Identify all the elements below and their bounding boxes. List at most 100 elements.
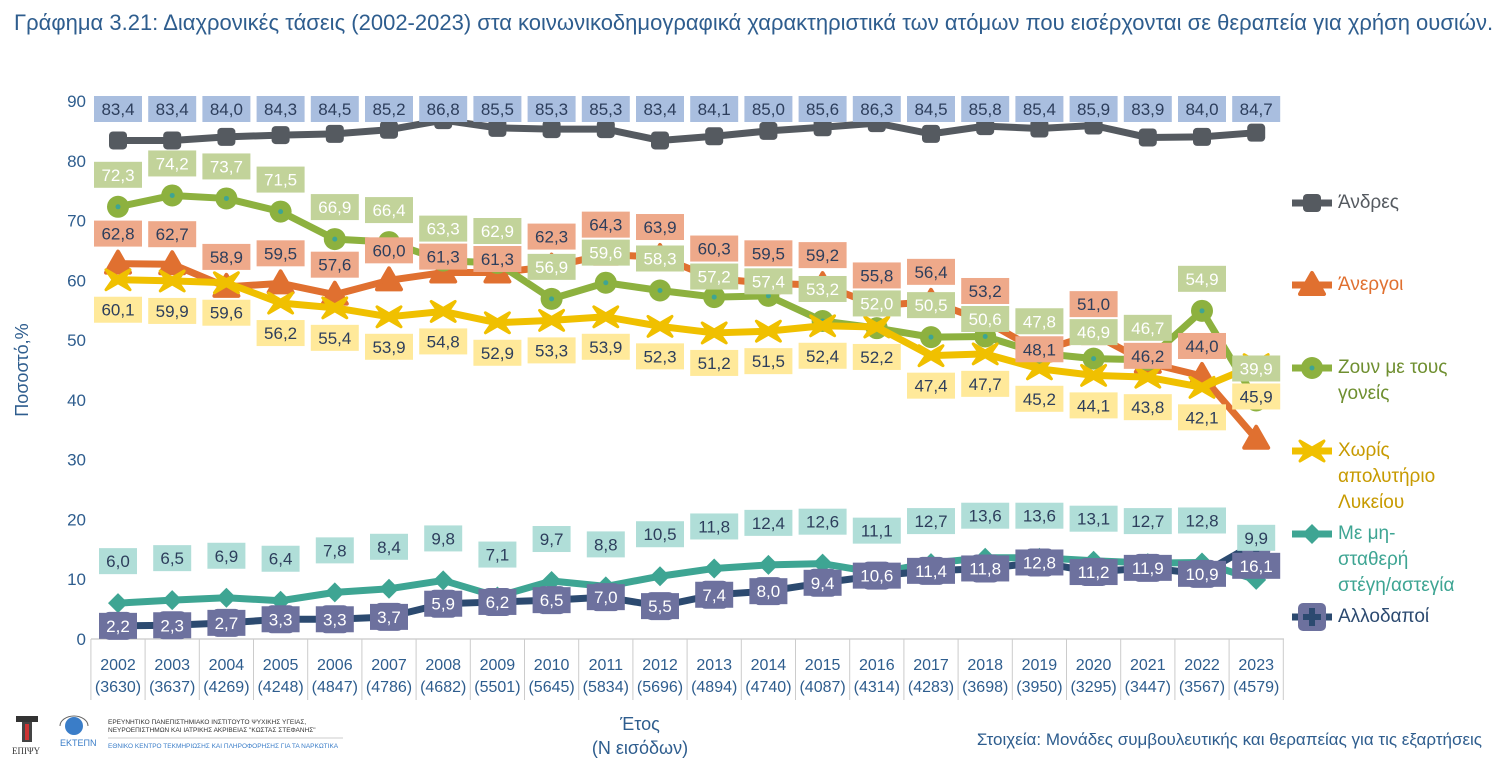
diamond-marker [650, 566, 670, 587]
x-tick-n-entries: (3295) [1070, 679, 1116, 696]
data-label-bg [527, 96, 576, 122]
data-label: 60,1 [101, 301, 134, 320]
data-label: 7,0 [594, 588, 618, 607]
data-label: 5,5 [648, 597, 672, 616]
data-label-bg [1069, 319, 1118, 346]
data-label-bg [99, 612, 137, 639]
x-tick-n-entries: (5834) [583, 679, 629, 696]
square-marker [651, 131, 669, 150]
y-tick-label: 40 [67, 391, 86, 410]
x-tick-label: 2016 [859, 657, 895, 674]
series-line [117, 251, 1259, 442]
y-tick-label: 60 [67, 271, 86, 290]
data-label: 54,9 [1185, 270, 1218, 289]
x-tick-n-entries: (3447) [1125, 679, 1171, 696]
data-label-bg [527, 223, 576, 250]
data-label: 71,5 [264, 171, 297, 190]
data-label: 51,2 [698, 354, 731, 373]
data-label: 46,2 [1131, 347, 1164, 366]
data-label: 66,9 [318, 198, 351, 217]
x-tick-n-entries: (4314) [854, 679, 900, 696]
data-label-bg [1178, 332, 1226, 359]
data-label-bg [1123, 508, 1172, 535]
data-label-bg [315, 606, 354, 633]
data-label: 47,4 [914, 377, 947, 396]
data-label: 6,0 [106, 552, 130, 571]
data-label: 50,5 [914, 296, 947, 315]
data-label-bg [641, 593, 679, 620]
data-label: 62,3 [535, 228, 568, 247]
plus-marker [1303, 608, 1321, 626]
data-label-bg [202, 243, 251, 270]
data-label: 11,2 [1078, 563, 1110, 582]
square-marker [217, 127, 236, 146]
data-label: 55,8 [860, 266, 893, 285]
legend-label: Λυκείου [1338, 492, 1405, 513]
x-tick-label: 2021 [1130, 657, 1166, 674]
square-marker [813, 118, 832, 137]
data-label: 60,0 [372, 241, 405, 260]
logos: ΕΠΙΨΥ ΕΚΤΕΠΝ ΕΡΕΥΝΗΤΙΚΟ ΠΑΝΕΠΙΣΤΗΜΙΑΚΟ Ι… [8, 712, 348, 758]
triangle-marker [266, 269, 295, 295]
star-marker [212, 271, 240, 295]
star-marker [321, 296, 349, 320]
data-label: 74,2 [156, 154, 189, 173]
data-label-bg [798, 508, 847, 535]
data-label-bg [1069, 559, 1118, 586]
data-label: 9,7 [540, 530, 564, 549]
legend-marker-3 [1292, 439, 1332, 463]
data-label: 62,8 [101, 225, 134, 244]
legend-item: Χωρίς απολυτήριο Λυκείου [1338, 438, 1435, 516]
square-marker [759, 121, 778, 140]
series-line [117, 191, 1260, 403]
series-2 [107, 184, 1268, 412]
svg-text:ΕΠΙΨΥ: ΕΠΙΨΥ [12, 746, 41, 756]
x-axis-label: Έτος [620, 714, 660, 734]
data-label-bg [365, 96, 413, 122]
data-label-bg [261, 545, 300, 572]
square-marker [1030, 119, 1049, 138]
data-label-bg [636, 343, 684, 370]
data-label: 85,9 [1077, 100, 1110, 119]
square-marker [1193, 127, 1211, 146]
star-marker [429, 299, 457, 323]
data-label: 47,7 [969, 375, 1002, 394]
data-label: 48,1 [1023, 340, 1056, 359]
data-label-bg [202, 153, 251, 180]
data-label: 11,1 [861, 522, 893, 541]
data-label-bg [586, 531, 625, 558]
diamond-marker [758, 554, 779, 575]
data-label-bg [744, 348, 793, 375]
data-label-bg [961, 502, 1010, 529]
data-label: 64,3 [589, 216, 622, 235]
y-tick-label: 90 [67, 92, 86, 111]
data-label-bg [586, 584, 625, 611]
triangle-marker [375, 266, 403, 292]
data-label: 84,5 [914, 100, 947, 119]
data-label-bg [424, 525, 463, 552]
y-tick-label: 10 [67, 570, 86, 589]
diamond-marker [1302, 524, 1322, 544]
x-tick-n-entries: (3630) [95, 679, 141, 696]
square-marker [1303, 194, 1321, 212]
data-label: 45,2 [1023, 390, 1056, 409]
data-label: 9,9 [1244, 529, 1268, 548]
data-label: 2,2 [106, 617, 130, 636]
data-label: 84,0 [210, 100, 243, 119]
x-tick-label: 2007 [371, 657, 407, 674]
series-labels-5: 2,2 2,3 2,7 3,3 3,3 3,7 5,9 6,2 6,5 7,0 5,5 7,4 8,0 9… [99, 549, 1281, 639]
circle-marker-dot [115, 204, 121, 210]
data-label: 6,4 [269, 550, 293, 569]
data-label: 46,7 [1131, 319, 1164, 338]
data-label: 57,2 [698, 268, 731, 287]
square-marker [271, 126, 290, 145]
data-label: 85,5 [481, 100, 514, 119]
data-label-bg [1123, 554, 1172, 581]
legend-label: Άνδρες [1338, 192, 1399, 213]
data-label: 7,1 [486, 546, 510, 565]
data-label-bg [636, 214, 684, 241]
legend-marker-2 [1292, 357, 1332, 379]
data-label-bg [1232, 383, 1281, 410]
data-label: 56,4 [914, 263, 947, 282]
